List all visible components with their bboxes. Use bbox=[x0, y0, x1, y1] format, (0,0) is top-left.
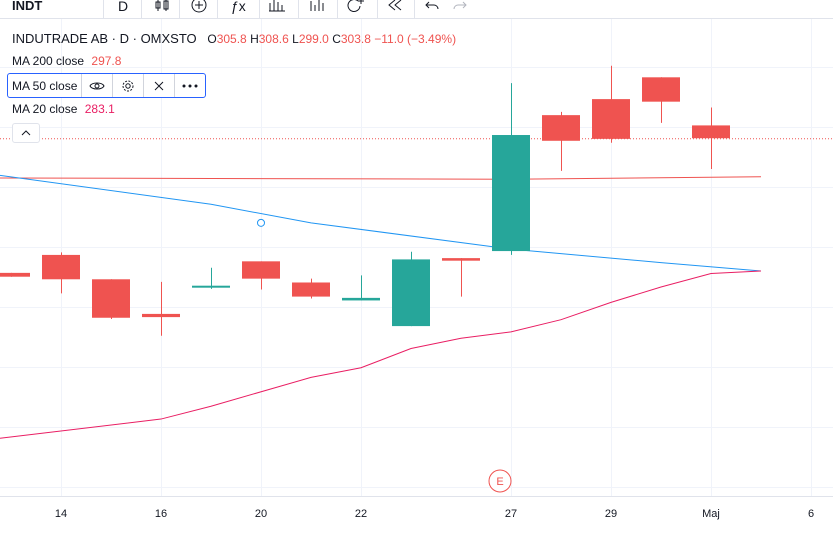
candle-body bbox=[692, 125, 730, 139]
candle-body bbox=[642, 77, 680, 102]
candle-body bbox=[392, 259, 430, 327]
event-marker-text: E bbox=[496, 476, 503, 488]
templates-icon[interactable] bbox=[268, 0, 286, 18]
indicators-icon[interactable]: ƒx bbox=[231, 0, 246, 14]
ma50-hover-point bbox=[257, 218, 265, 227]
candle-body bbox=[0, 272, 30, 277]
toolbar-separator bbox=[103, 0, 104, 18]
toolbar-separator bbox=[337, 0, 338, 18]
collapse-legend-button[interactable] bbox=[12, 123, 40, 143]
time-axis: 14 16 20 22 27 29 Maj 6 bbox=[55, 508, 814, 520]
symbol-legend: INDUTRADE AB · D · OMXSTO O305.8 H308.6 … bbox=[12, 31, 456, 47]
candle-body bbox=[142, 313, 180, 318]
ma200-line bbox=[0, 176, 762, 180]
ma20-label: MA 20 close bbox=[12, 102, 78, 116]
ma50-label: MA 50 close bbox=[12, 78, 78, 93]
candle bbox=[92, 279, 130, 320]
toolbar-separator bbox=[259, 0, 260, 18]
high-label: H bbox=[250, 32, 259, 46]
low-value: 299.0 bbox=[298, 32, 329, 46]
toolbar-separator bbox=[377, 0, 378, 18]
ma200-value: 297.8 bbox=[91, 54, 122, 68]
candle bbox=[342, 275, 380, 301]
ma50-line bbox=[0, 174, 762, 272]
candle bbox=[542, 111, 580, 171]
time-axis-tick-label: 20 bbox=[255, 508, 267, 520]
compare-icon[interactable] bbox=[190, 0, 208, 18]
toolbar-separator bbox=[414, 0, 415, 18]
time-axis-tick-label: 16 bbox=[155, 508, 167, 520]
low-label: L bbox=[292, 32, 299, 46]
close-value: 303.8 bbox=[340, 32, 371, 46]
change-value: −11.0 (−3.49%) bbox=[374, 32, 457, 46]
candle bbox=[692, 107, 730, 169]
symbol-search[interactable]: INDT bbox=[12, 0, 43, 13]
candle-body bbox=[442, 258, 480, 261]
ma50-legend-hovered[interactable]: MA 50 close bbox=[7, 73, 207, 98]
candle bbox=[642, 77, 680, 123]
time-axis-tick-label: 6 bbox=[808, 508, 814, 520]
remove-close-icon[interactable] bbox=[143, 74, 174, 97]
undo-icon[interactable] bbox=[424, 0, 440, 18]
candle bbox=[492, 83, 530, 255]
time-axis-tick-label: 29 bbox=[605, 508, 617, 520]
candle-body bbox=[292, 282, 330, 297]
settings-gear-icon[interactable] bbox=[112, 74, 143, 97]
symbol-title[interactable]: INDUTRADE AB · D · OMXSTO bbox=[12, 31, 197, 46]
candle-body bbox=[342, 297, 380, 301]
toolbar-separator bbox=[217, 0, 218, 18]
open-label: O bbox=[207, 32, 217, 46]
high-value: 308.6 bbox=[258, 32, 289, 46]
earnings-event-marker[interactable]: E bbox=[488, 469, 512, 493]
ma20-line bbox=[0, 270, 762, 439]
toolbar-separator bbox=[298, 0, 299, 18]
candle bbox=[0, 272, 30, 277]
candle-body bbox=[592, 99, 630, 139]
ma20-legend[interactable]: MA 20 close 283.1 bbox=[12, 102, 115, 116]
bar-chart-icon[interactable] bbox=[308, 0, 326, 18]
close-label: C bbox=[332, 32, 341, 46]
alert-add-icon[interactable] bbox=[346, 0, 366, 18]
time-axis-tick-label: 27 bbox=[505, 508, 517, 520]
candle-body bbox=[542, 115, 580, 141]
price-chart[interactable]: 14 16 20 22 27 29 Maj 6 E bbox=[0, 19, 833, 536]
chevron-up-icon bbox=[21, 130, 31, 136]
open-value: 305.8 bbox=[216, 32, 247, 46]
ma200-label: MA 200 close bbox=[12, 54, 85, 68]
candle-body bbox=[242, 261, 280, 279]
candle bbox=[442, 258, 480, 297]
candle-body bbox=[92, 279, 130, 318]
ma200-legend[interactable]: MA 200 close 297.8 bbox=[12, 54, 121, 68]
candle bbox=[292, 278, 330, 299]
toolbar-separator bbox=[179, 0, 180, 18]
replay-icon[interactable] bbox=[386, 0, 404, 18]
candle-body bbox=[492, 135, 530, 252]
candlestick-series bbox=[0, 65, 730, 336]
candle bbox=[192, 267, 230, 289]
toolbar-separator bbox=[141, 0, 142, 18]
candle bbox=[142, 281, 180, 336]
time-axis-tick-label: Maj bbox=[702, 508, 720, 520]
time-axis-tick-label: 14 bbox=[55, 508, 67, 520]
candle-body bbox=[192, 285, 230, 288]
candle bbox=[42, 252, 80, 294]
candle bbox=[242, 261, 280, 290]
ma20-value: 283.1 bbox=[84, 102, 115, 116]
top-toolbar: INDT D ƒx bbox=[0, 0, 833, 19]
interval-button[interactable]: D bbox=[118, 0, 129, 14]
visibility-eye-icon[interactable] bbox=[81, 74, 112, 97]
chart-type-icon[interactable] bbox=[154, 0, 170, 18]
time-axis-tick-label: 22 bbox=[355, 508, 367, 520]
candle bbox=[392, 251, 430, 327]
more-options-icon[interactable] bbox=[174, 74, 205, 97]
redo-icon[interactable] bbox=[452, 0, 468, 18]
candle bbox=[592, 65, 630, 143]
candle-body bbox=[42, 254, 80, 280]
